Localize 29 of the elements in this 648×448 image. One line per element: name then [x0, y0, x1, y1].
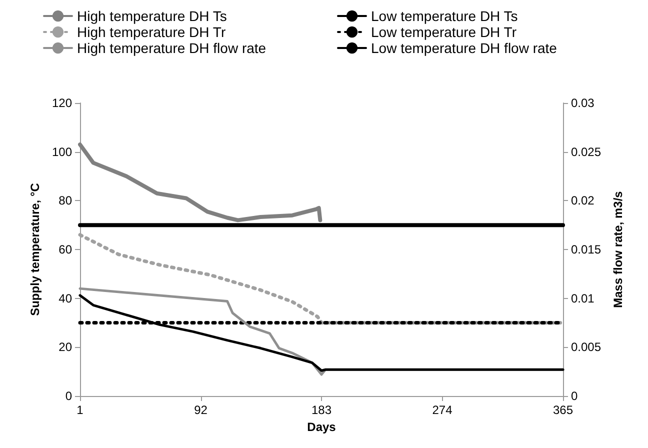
y2-axis-title: Mass flow rate, m3/s: [610, 190, 625, 308]
y2-tick-label: 0.02: [571, 194, 595, 208]
x-tick-label: 274: [432, 403, 453, 417]
legend-label: Low temperature DH Tr: [371, 24, 517, 40]
y2-tick-label: 0.03: [571, 96, 595, 110]
y2-tick-label: 0.025: [571, 144, 602, 159]
y2-tick-label: 0.01: [571, 291, 595, 306]
line-series: [78, 142, 322, 222]
legend-label: High temperature DH Ts: [77, 8, 227, 24]
y2-tick-label: 0.005: [571, 340, 602, 354]
x-tick-label: 183: [311, 403, 332, 417]
y-tick-label: 0: [65, 389, 72, 403]
legend-label: High temperature DH Tr: [77, 24, 226, 40]
y-axis-title: Supply temperature, °C: [28, 182, 42, 316]
legend-label: High temperature DH flow rate: [77, 40, 266, 56]
y2-tick-label: 0.015: [571, 242, 602, 256]
legend-label: Low temperature DH flow rate: [371, 40, 558, 56]
x-tick-label: 1: [76, 403, 84, 417]
y-tick-label: 120: [52, 96, 72, 110]
x-tick-label: 92: [194, 403, 208, 417]
y-tick-label: 80: [58, 194, 72, 208]
x-tick-label: 365: [552, 403, 574, 417]
legend-label: Low temperature DH Ts: [371, 8, 518, 24]
y2-tick-label: 0: [571, 389, 578, 403]
y-tick-label: 60: [58, 242, 72, 256]
y-tick-label: 40: [58, 291, 72, 306]
y-tick-label: 100: [52, 144, 72, 159]
x-axis-title: Days: [307, 420, 336, 434]
y-tick-label: 20: [58, 340, 72, 354]
